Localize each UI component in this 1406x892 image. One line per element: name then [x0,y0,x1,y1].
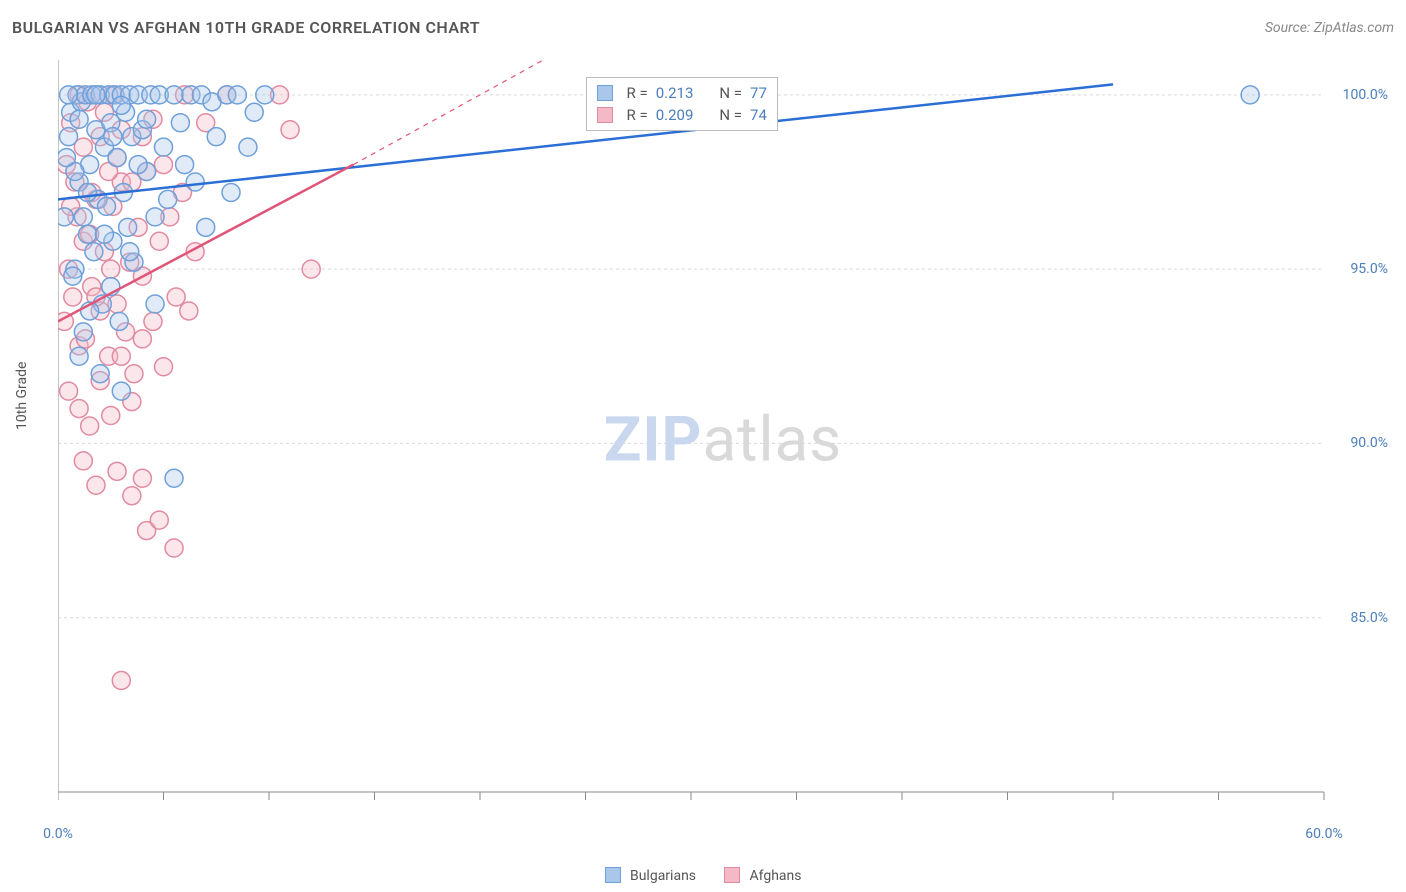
bottom-legend: Bulgarians Afghans [0,867,1406,884]
correlation-legend: R = 0.213 N = 77 R = 0.209 N = 74 [586,77,778,131]
correlation-row-bulgarian: R = 0.213 N = 77 [597,82,767,104]
y-tick-label: 100.0% [1343,87,1388,103]
scatter-chart-svg [58,60,1388,820]
swatch-afghan [597,107,613,123]
correlation-row-afghan: R = 0.209 N = 74 [597,104,767,126]
y-tick-label: 85.0% [1350,610,1388,626]
n-value-bulgarian: 77 [750,84,767,102]
r-value-bulgarian: 0.213 [656,84,694,102]
n-value-afghan: 74 [750,106,767,124]
n-label: N = [719,84,742,102]
chart-source: Source: ZipAtlas.com [1265,20,1394,36]
x-tick-label: 60.0% [1305,826,1343,842]
chart-header: BULGARIAN VS AFGHAN 10TH GRADE CORRELATI… [12,18,1394,37]
legend-item-bulgarian: Bulgarians [605,867,697,884]
legend-label-afghan: Afghans [750,868,802,884]
swatch-bulgarian [597,85,613,101]
swatch-bulgarian-bottom [605,867,621,883]
r-label: R = [627,106,648,124]
plot-area: ZIPatlas R = 0.213 N = 77 R = 0.209 N = … [58,60,1388,820]
legend-label-bulgarian: Bulgarians [630,868,696,884]
chart-title: BULGARIAN VS AFGHAN 10TH GRADE CORRELATI… [12,18,480,37]
r-value-afghan: 0.209 [656,106,694,124]
r-label: R = [627,84,648,102]
n-label: N = [719,106,742,124]
x-tick-label: 0.0% [43,826,73,842]
y-tick-label: 95.0% [1350,261,1388,277]
swatch-afghan-bottom [724,867,740,883]
legend-item-afghan: Afghans [724,867,801,884]
y-axis-label: 10th Grade [14,362,30,430]
y-tick-label: 90.0% [1350,435,1388,451]
